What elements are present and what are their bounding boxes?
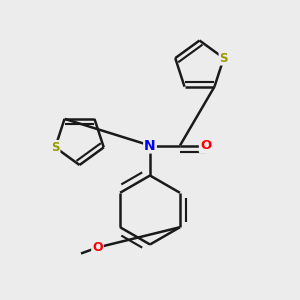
Text: O: O [200, 139, 211, 152]
Text: O: O [92, 241, 103, 254]
Text: N: N [144, 139, 156, 152]
Text: S: S [220, 52, 228, 64]
Text: S: S [51, 141, 59, 154]
